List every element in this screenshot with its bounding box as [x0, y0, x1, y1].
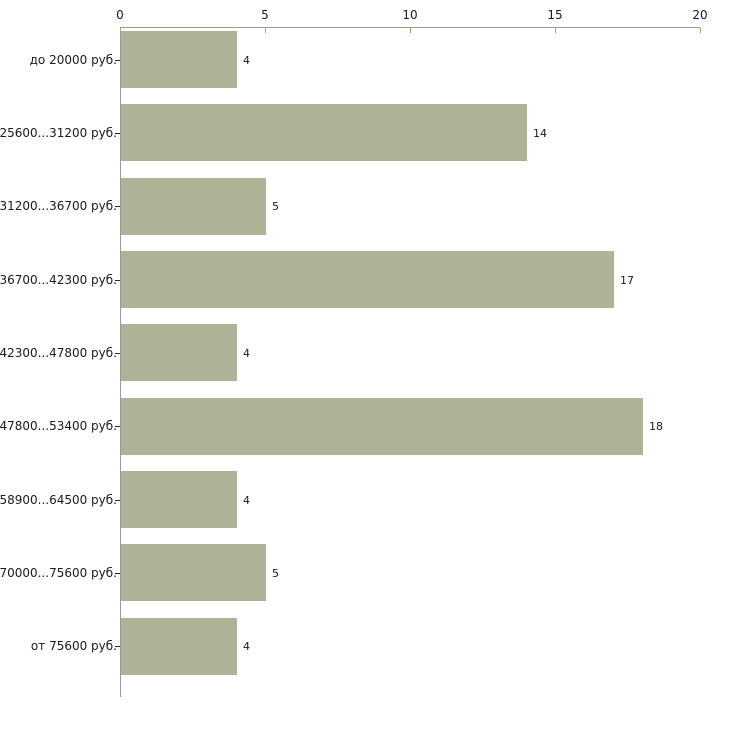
bar-value-label: 17: [620, 274, 634, 287]
bar-value-label: 14: [533, 127, 547, 140]
y-axis-tick: [115, 426, 120, 427]
x-axis-tick-label: 0: [116, 8, 124, 22]
x-axis-line: [120, 27, 700, 28]
y-axis-category-label: 47800...53400 руб.: [0, 419, 117, 434]
bar-value-label: 5: [272, 567, 279, 580]
x-axis-tick-label: 5: [261, 8, 269, 22]
x-axis-tick: [700, 28, 701, 33]
y-axis-category-label: от 75600 руб.: [30, 639, 117, 654]
x-axis-tick: [410, 28, 411, 33]
y-axis-category-label: 31200...36700 руб.: [0, 199, 117, 214]
y-axis-tick: [115, 133, 120, 134]
y-axis-tick: [115, 280, 120, 281]
bar-value-label: 4: [243, 54, 250, 67]
bar-value-label: 4: [243, 347, 250, 360]
y-axis-tick: [115, 646, 120, 647]
x-axis-tick-label: 10: [402, 8, 418, 22]
bar[interactable]: [121, 104, 527, 161]
bar-value-label: 4: [243, 494, 250, 507]
y-axis-tick: [115, 60, 120, 61]
bar[interactable]: [121, 31, 237, 88]
x-axis-tick: [555, 28, 556, 33]
bar[interactable]: [121, 398, 643, 455]
y-axis-tick: [115, 206, 120, 207]
y-axis-tick: [115, 573, 120, 574]
y-axis-tick: [115, 500, 120, 501]
y-axis-line: [120, 27, 121, 697]
bar[interactable]: [121, 544, 266, 601]
y-axis-category-label: 58900...64500 руб.: [0, 492, 117, 507]
bar-value-label: 4: [243, 640, 250, 653]
bar-value-label: 18: [649, 420, 663, 433]
y-axis-category-label: 70000...75600 руб.: [0, 565, 117, 580]
bar[interactable]: [121, 251, 614, 308]
y-axis-category-label: 36700...42300 руб.: [0, 272, 117, 287]
bar[interactable]: [121, 471, 237, 528]
x-axis-tick: [265, 28, 266, 33]
bar[interactable]: [121, 618, 237, 675]
bar[interactable]: [121, 178, 266, 235]
bar[interactable]: [121, 324, 237, 381]
x-axis-tick: [120, 28, 121, 33]
y-axis-category-label: 25600...31200 руб.: [0, 125, 117, 140]
y-axis-category-label: до 20000 руб.: [29, 52, 117, 67]
x-axis-tick-label: 20: [692, 8, 708, 22]
y-axis-tick: [115, 353, 120, 354]
y-axis-category-label: 42300...47800 руб.: [0, 345, 117, 360]
bar-value-label: 5: [272, 200, 279, 213]
x-axis-tick-label: 15: [547, 8, 563, 22]
